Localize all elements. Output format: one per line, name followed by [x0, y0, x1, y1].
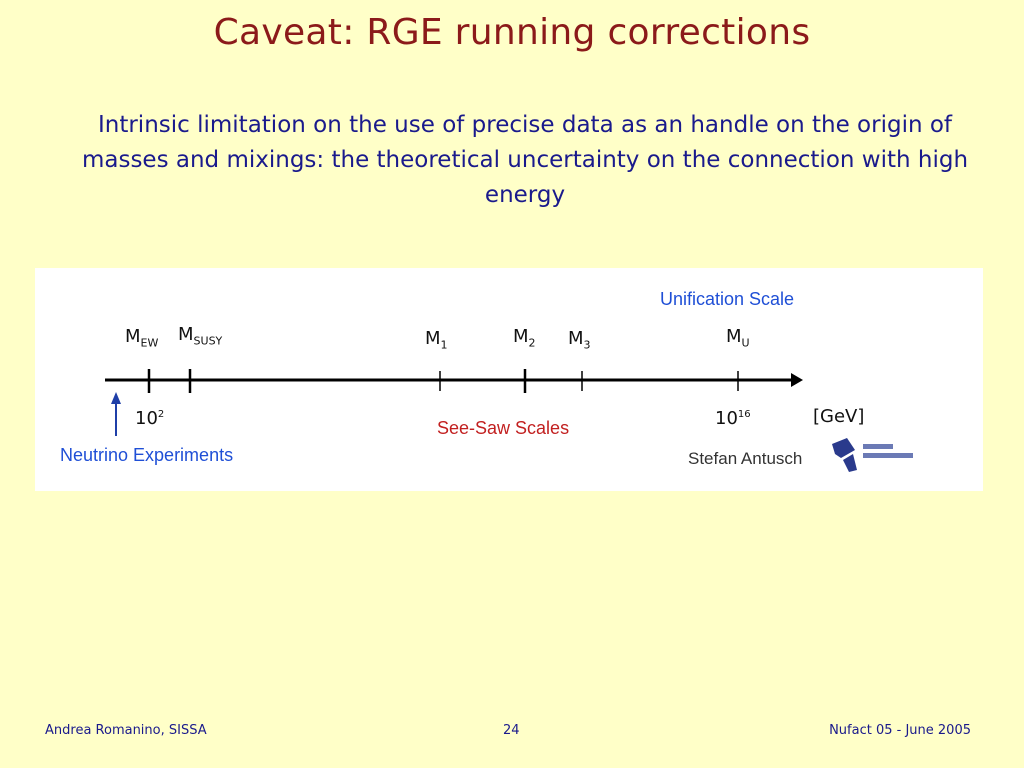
footer-author: Andrea Romanino, SISSA	[45, 723, 207, 738]
neutrino-arrow-head	[111, 392, 121, 404]
slide-title: Caveat: RGE running corrections	[213, 12, 811, 53]
tick-label-10-2: 102	[135, 408, 165, 429]
unification-scale-label: Unification Scale	[660, 289, 795, 309]
slide-subtitle: Intrinsic limitation on the use of preci…	[81, 112, 969, 208]
energy-scale-figure: Unification Scale MEW MSUSY M1 M2 M3 MU …	[35, 268, 983, 491]
credit-label: Stefan Antusch	[688, 449, 803, 468]
scale-label-m1: M1	[425, 328, 448, 352]
scale-label-msusy: MSUSY	[178, 324, 223, 348]
scale-axis-drawing	[105, 369, 913, 472]
footer-event: Nufact 05 - June 2005	[829, 723, 971, 738]
footer-page-number: 24	[503, 723, 520, 738]
axis-arrowhead	[791, 373, 803, 387]
university-logo	[832, 438, 913, 472]
neutrino-experiments-label: Neutrino Experiments	[60, 445, 234, 465]
scale-label-mu: MU	[726, 326, 750, 350]
tick-label-10-16: 1016	[715, 408, 751, 429]
scale-label-mew: MEW	[125, 326, 159, 350]
seesaw-scales-label: See-Saw Scales	[437, 418, 570, 438]
scale-label-m3: M3	[568, 328, 591, 352]
scale-label-m2: M2	[513, 326, 536, 350]
axis-unit-label: [GeV]	[813, 406, 865, 427]
